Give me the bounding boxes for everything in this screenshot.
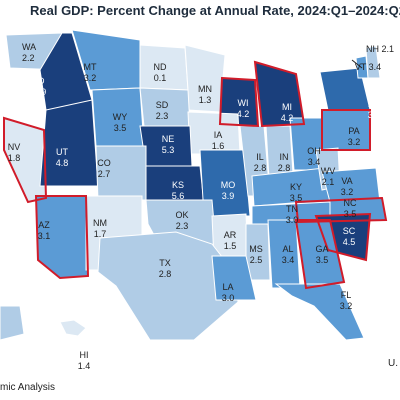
label-nc: NC 3.5 bbox=[344, 198, 357, 219]
source-note: mic Analysis bbox=[0, 382, 56, 393]
state-shapes bbox=[0, 29, 388, 341]
label-nm: NM 1.7 bbox=[93, 218, 107, 239]
label-wa: WA 2.2 bbox=[22, 42, 36, 63]
state-mo bbox=[199, 149, 251, 217]
label-fl: FL 3.2 bbox=[340, 290, 353, 311]
state-tx bbox=[97, 231, 239, 341]
label-nh: NH 2.1 bbox=[366, 44, 394, 54]
label-mt: MT 3.2 bbox=[84, 62, 97, 83]
label-ar: AR 1.5 bbox=[224, 230, 237, 251]
state-la bbox=[211, 255, 257, 301]
map-extras bbox=[351, 59, 363, 69]
map-title: Real GDP: Percent Change at Annual Rate,… bbox=[30, 3, 400, 18]
label-ks: KS 5.6 bbox=[172, 180, 185, 201]
label-ky: KY 3.5 bbox=[290, 182, 303, 203]
label-id: ID 5.9 bbox=[34, 76, 47, 97]
label-pa: PA 3.2 bbox=[348, 126, 361, 147]
state-ak bbox=[0, 305, 25, 341]
state-fl bbox=[274, 283, 365, 341]
label-nv: NV 1.8 bbox=[8, 142, 21, 163]
highlight-border bbox=[218, 76, 260, 128]
label-ny: NY 3.8 bbox=[368, 99, 381, 120]
leader-line bbox=[351, 59, 363, 69]
label-ne: NE 5.3 bbox=[162, 134, 175, 155]
label-co: CO 2.7 bbox=[97, 158, 111, 179]
highlight-border bbox=[34, 195, 90, 280]
label-tx: TX 2.8 bbox=[159, 258, 172, 279]
label-az: AZ 3.1 bbox=[38, 220, 51, 241]
state-mn bbox=[184, 44, 226, 113]
us-value-note: U. bbox=[388, 358, 398, 369]
label-oh: OH 3.4 bbox=[307, 146, 321, 167]
label-hi: HI 1.4 bbox=[78, 350, 91, 371]
label-mi: MI 4.2 bbox=[281, 102, 294, 123]
highlight-border bbox=[294, 219, 346, 290]
label-nd: ND 0.1 bbox=[154, 62, 167, 83]
label-wi: WI 4.2 bbox=[237, 98, 250, 119]
label-al: AL 3.4 bbox=[282, 244, 295, 265]
highlight-border bbox=[253, 60, 306, 128]
label-va: VA 3.2 bbox=[341, 176, 354, 197]
state-ut bbox=[39, 99, 99, 187]
label-ut: UT 4.8 bbox=[56, 147, 69, 168]
state-al bbox=[267, 219, 301, 289]
label-mn: MN 1.3 bbox=[198, 84, 212, 105]
highlight-border bbox=[294, 196, 388, 224]
state-nh bbox=[365, 45, 381, 79]
highlight-border bbox=[321, 109, 371, 151]
label-il: IL 2.8 bbox=[254, 152, 267, 173]
label-vt: VT 3.4 bbox=[355, 62, 381, 72]
state-labels: WA 2.2 ID 5.9 MT 3.2 ND 0.1 MN 1.3 WI 4.2 MI 4.2 NY 3.8… bbox=[8, 42, 394, 371]
state-hi bbox=[59, 319, 87, 337]
label-mo: MO 3.9 bbox=[221, 180, 236, 201]
label-wy: WY 3.5 bbox=[113, 112, 128, 133]
label-ok: OK 2.3 bbox=[175, 210, 188, 231]
highlight-border bbox=[314, 212, 372, 262]
label-sd: SD 2.3 bbox=[156, 100, 169, 121]
label-la: LA 3.0 bbox=[222, 282, 235, 303]
label-ga: GA 3.5 bbox=[315, 244, 328, 265]
label-in: IN 2.8 bbox=[278, 152, 291, 173]
label-ms: MS 2.5 bbox=[249, 244, 263, 265]
state-mi bbox=[254, 61, 305, 127]
label-ia: IA 1.6 bbox=[212, 130, 225, 151]
state-pa bbox=[321, 109, 371, 151]
label-wv: WV 2.1 bbox=[321, 166, 336, 187]
state-ny bbox=[319, 67, 373, 121]
label-tn: TN 3.0 bbox=[286, 204, 299, 225]
label-sc: SC 4.5 bbox=[343, 226, 356, 247]
